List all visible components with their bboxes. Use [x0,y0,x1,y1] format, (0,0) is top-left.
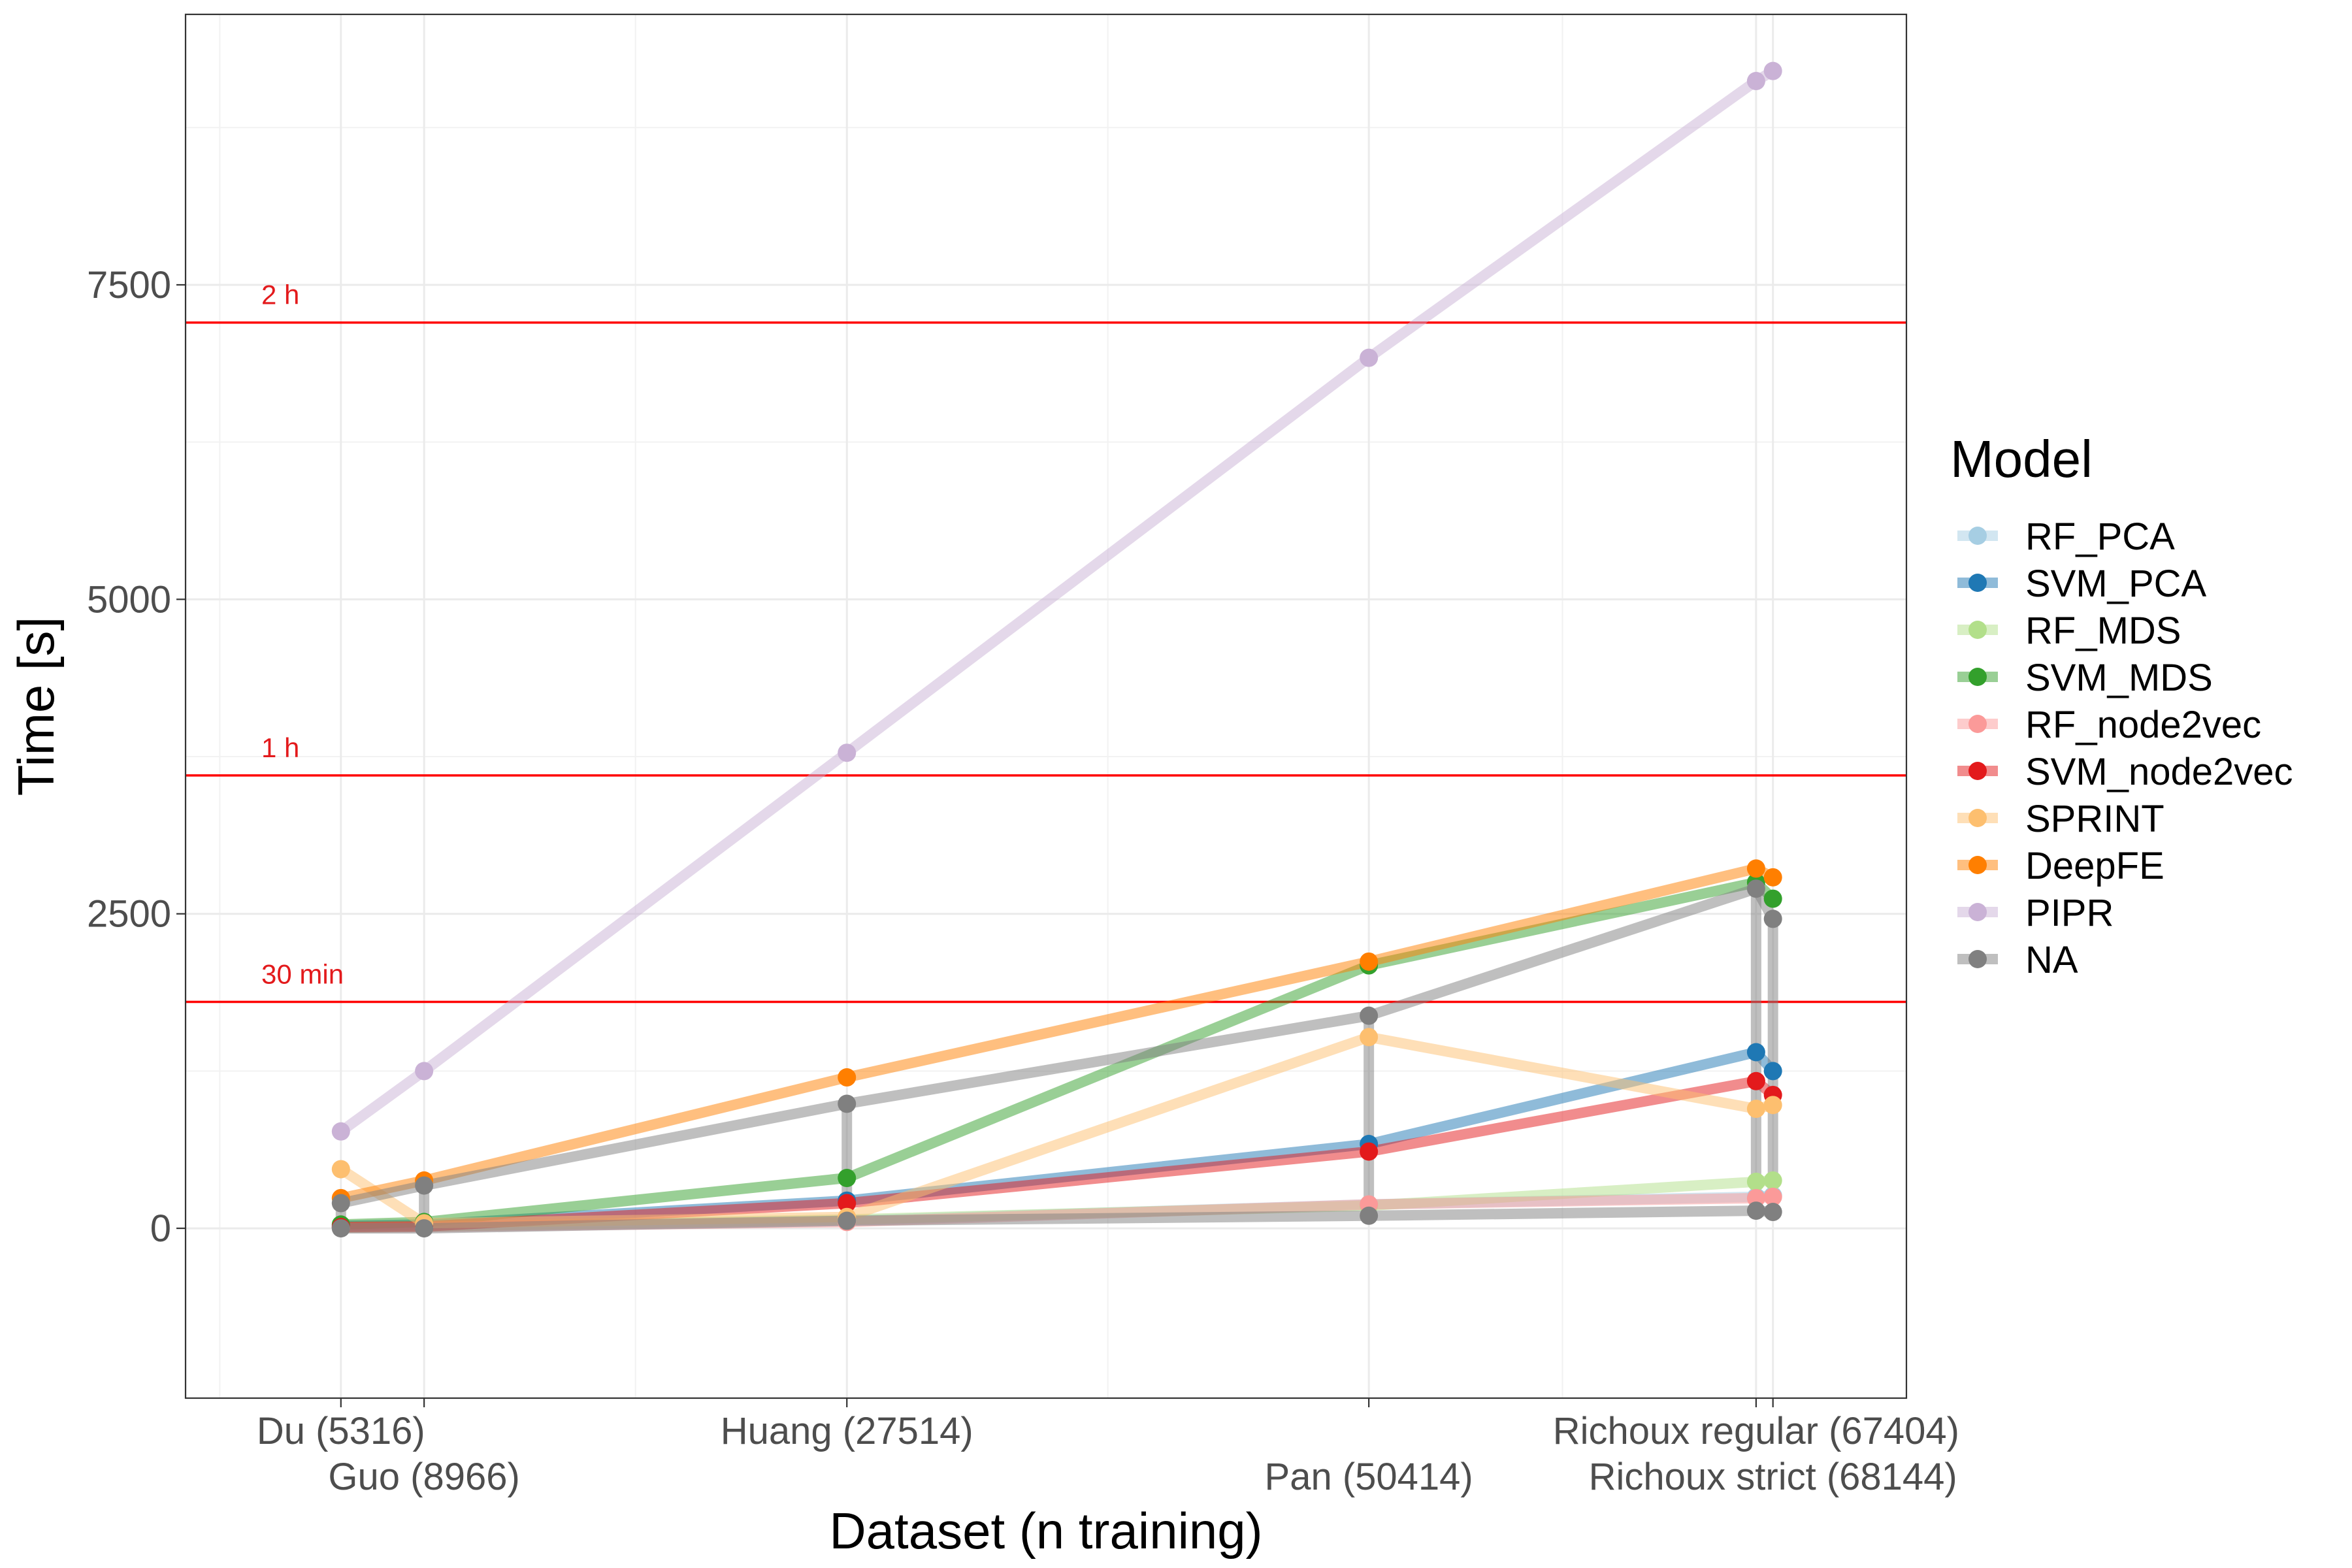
panel-border [184,13,1908,1399]
y-tick-label: 7500 [87,264,171,306]
legend-key-point [1968,668,1987,686]
series-points [331,61,1782,1238]
point-na [415,1176,434,1195]
legend-label: RF_node2vec [2025,704,2261,746]
point-na-min [1763,1203,1782,1222]
ref-label-30-min: 30 min [261,958,344,989]
legend-key-point [1968,903,1987,921]
y-axis-title: Time [s] [7,617,65,796]
x-tick-label: Richoux strict (68144) [1589,1456,1957,1498]
legend-item-rf-node2vec: RF_node2vec [1957,704,2261,746]
point-svm-node2vec [1746,1071,1765,1090]
legend-label: NA [2025,939,2078,981]
x-tick-label: Guo (8966) [328,1456,519,1498]
grid-minor [186,14,1906,1398]
legend-title: Model [1950,430,2093,488]
point-svm-node2vec [1360,1142,1379,1161]
point-pipr [331,1122,350,1141]
point-na [1360,1006,1379,1025]
y-tick-label: 5000 [87,578,171,621]
point-pipr [838,743,857,762]
point-svm-pca [1746,1043,1765,1062]
point-sprint [1763,1096,1782,1115]
point-na-min [415,1219,434,1238]
point-na-min [331,1219,350,1238]
point-svm-mds [838,1169,857,1188]
legend-item-na: NA [1957,939,2078,981]
legend-label: SVM_MDS [2025,657,2213,699]
legend-label: SVM_node2vec [2025,751,2293,793]
point-na [1746,879,1765,898]
point-svm-pca [1763,1062,1782,1081]
point-pipr [1360,348,1379,367]
ref-label-2-h: 2 h [261,280,299,310]
point-na-min [1360,1206,1379,1225]
legend-key-point [1968,809,1987,827]
legend: Model RF_PCA SVM_PCA RF_MDS SVM_MDS RF_node2v… [1950,430,2293,981]
point-pipr [1746,72,1765,91]
legend-label: DeepFE [2025,845,2164,887]
y-tick-label: 0 [150,1207,171,1250]
legend-label: RF_PCA [2025,515,2175,558]
point-svm-node2vec [838,1194,857,1213]
x-tick-label: Du (5316) [257,1410,425,1452]
legend-item-rf-mds: RF_MDS [1957,610,2181,652]
legend-label: PIPR [2025,892,2114,934]
point-na [838,1094,857,1113]
legend-item-pipr: PIPR [1957,892,2114,934]
legend-item-svm-node2vec: SVM_node2vec [1957,751,2293,793]
legend-label: SVM_PCA [2025,563,2207,605]
legend-key-point [1968,715,1987,733]
x-tick-label: Richoux regular (67404) [1553,1410,1959,1452]
point-na [1763,909,1782,928]
legend-key-point [1968,527,1987,545]
legend-key-point [1968,762,1987,780]
legend-key-point [1968,856,1987,874]
x-tick-label: Pan (50414) [1265,1456,1473,1498]
point-pipr [415,1062,434,1081]
point-pipr [1763,61,1782,80]
legend-item-deepfe: DeepFE [1957,845,2164,887]
legend-item-svm-mds: SVM_MDS [1957,657,2213,699]
legend-label: SPRINT [2025,798,2164,840]
point-sprint [1360,1028,1379,1047]
point-rf-mds [1763,1171,1782,1190]
legend-item-rf-pca: RF_PCA [1957,515,2175,558]
legend-key-point [1968,950,1987,968]
x-axis: Du (5316)Guo (8966) Huang (27514) Pan (504… [257,1398,1959,1498]
point-rf-node2vec [1746,1188,1765,1207]
legend-item-svm-pca: SVM_PCA [1957,563,2207,605]
point-na-min [838,1211,857,1230]
point-na [331,1194,350,1213]
reference-lines: 30 min 1 h 2 h [186,280,1906,1004]
y-tick-label: 2500 [87,893,171,936]
point-deepfe [1763,868,1782,887]
point-rf-mds [1746,1172,1765,1191]
point-sprint [331,1160,350,1179]
point-deepfe [1746,859,1765,878]
legend-key-point [1968,574,1987,592]
legend-label: RF_MDS [2025,610,2181,652]
point-deepfe [1360,952,1379,971]
point-sprint [1746,1100,1765,1119]
point-rf-node2vec [1763,1187,1782,1206]
point-na-min [1746,1201,1765,1220]
x-tick-label: Huang (27514) [721,1410,973,1452]
ref-label-1-h: 1 h [261,732,299,763]
point-deepfe [838,1068,857,1087]
x-axis-title: Dataset (n training) [829,1502,1262,1560]
y-axis: 0 2500 5000 7500 [87,264,186,1250]
legend-item-sprint: SPRINT [1957,798,2164,840]
legend-key-point [1968,621,1987,639]
point-svm-mds [1763,889,1782,908]
